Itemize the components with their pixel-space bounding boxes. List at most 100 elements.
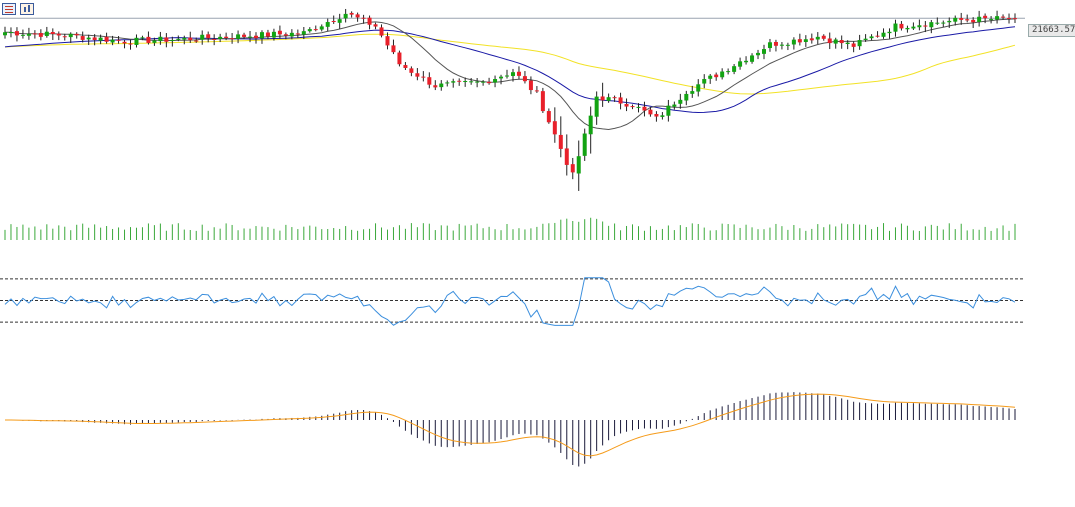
candle-up — [893, 23, 898, 32]
candle-up — [947, 20, 952, 23]
candle-up — [929, 22, 934, 28]
candle-down — [367, 17, 372, 25]
candle-down — [516, 71, 521, 76]
candle-down — [552, 121, 557, 135]
candle-down — [839, 40, 844, 44]
candle-down — [618, 97, 623, 104]
ma-mid-path — [4, 26, 1016, 114]
candle-up — [660, 115, 665, 117]
candle-up — [8, 32, 13, 34]
candle-up — [505, 75, 510, 77]
list-icon[interactable] — [2, 3, 16, 15]
moving-average-fast — [5, 18, 1016, 131]
candle-down — [654, 113, 659, 117]
candle-down — [295, 33, 300, 35]
chart-properties-icon[interactable] — [20, 3, 34, 15]
candle-up — [170, 39, 175, 41]
candle-down — [80, 36, 85, 40]
candle-down — [522, 76, 527, 82]
candle-up — [307, 29, 312, 32]
candle-down — [331, 21, 336, 23]
candle-up — [445, 82, 450, 84]
candle-up — [989, 19, 994, 21]
candle-down — [959, 18, 964, 20]
candle-up — [702, 79, 707, 84]
candle-up — [20, 34, 25, 36]
candle-down — [923, 25, 928, 27]
macd-signal-line — [5, 393, 1016, 457]
candle-up — [325, 22, 330, 27]
candle-up — [98, 37, 103, 41]
candle-down — [714, 74, 719, 78]
candle-up — [732, 66, 737, 72]
candle-up — [684, 93, 689, 101]
candle-up — [182, 37, 187, 40]
candle-down — [403, 65, 408, 68]
candle-down — [421, 76, 426, 78]
candle-down — [74, 33, 79, 36]
candle-down — [851, 43, 856, 47]
candle-up — [475, 81, 480, 83]
candle-up — [887, 31, 892, 34]
candle-up — [271, 31, 276, 38]
candle-down — [188, 37, 193, 41]
candle-up — [779, 44, 784, 46]
candle-down — [965, 19, 970, 21]
candle-up — [588, 115, 593, 135]
candle-up — [248, 36, 253, 38]
candle-down — [971, 19, 976, 23]
candle-up — [493, 79, 498, 83]
candle-down — [570, 164, 575, 173]
candle-up — [857, 40, 862, 47]
candle-down — [355, 14, 360, 18]
macd-signal-path — [5, 393, 1016, 457]
candle-down — [415, 73, 420, 77]
candle-up — [845, 42, 850, 45]
candle-up — [469, 81, 474, 83]
candle-up — [696, 84, 701, 92]
candle-down — [164, 37, 169, 42]
candle-down — [38, 33, 43, 37]
candle-up — [738, 61, 743, 67]
candle-down — [773, 41, 778, 46]
rsi-path — [4, 277, 1016, 326]
candle-up — [678, 99, 683, 104]
candle-up — [905, 27, 910, 30]
candle-up — [606, 97, 611, 101]
ma-fast-path — [5, 18, 1016, 131]
candle-down — [349, 12, 354, 15]
candle-up — [744, 60, 749, 63]
candle-down — [50, 32, 55, 34]
candle-down — [612, 97, 617, 99]
candle-up — [785, 44, 790, 46]
candle-up — [917, 25, 922, 28]
candle-up — [499, 76, 504, 79]
candle-down — [809, 38, 814, 41]
candle-down — [92, 37, 97, 41]
candle-up — [594, 96, 599, 117]
candle-up — [767, 42, 772, 49]
candle-down — [528, 80, 533, 91]
candle-up — [463, 81, 468, 83]
candle-down — [313, 29, 318, 31]
candle-down — [265, 32, 270, 37]
rsi-levels — [0, 278, 1025, 323]
candle-down — [194, 40, 199, 42]
candle-down — [242, 34, 247, 37]
candle-up — [44, 31, 49, 36]
candle-down — [1007, 17, 1012, 19]
candle-up — [451, 81, 456, 83]
candle-down — [277, 30, 282, 35]
candle-down — [397, 52, 402, 65]
candle-down — [212, 38, 217, 40]
candle-up — [756, 52, 761, 56]
candle-up — [726, 71, 731, 73]
candle-up — [218, 36, 223, 40]
candle-down — [56, 33, 61, 36]
candle-up — [26, 33, 31, 36]
candle-down — [797, 39, 802, 43]
candle-up — [977, 16, 982, 22]
candle-down — [546, 111, 551, 123]
current-price-label: 21663.57 — [1028, 24, 1075, 37]
